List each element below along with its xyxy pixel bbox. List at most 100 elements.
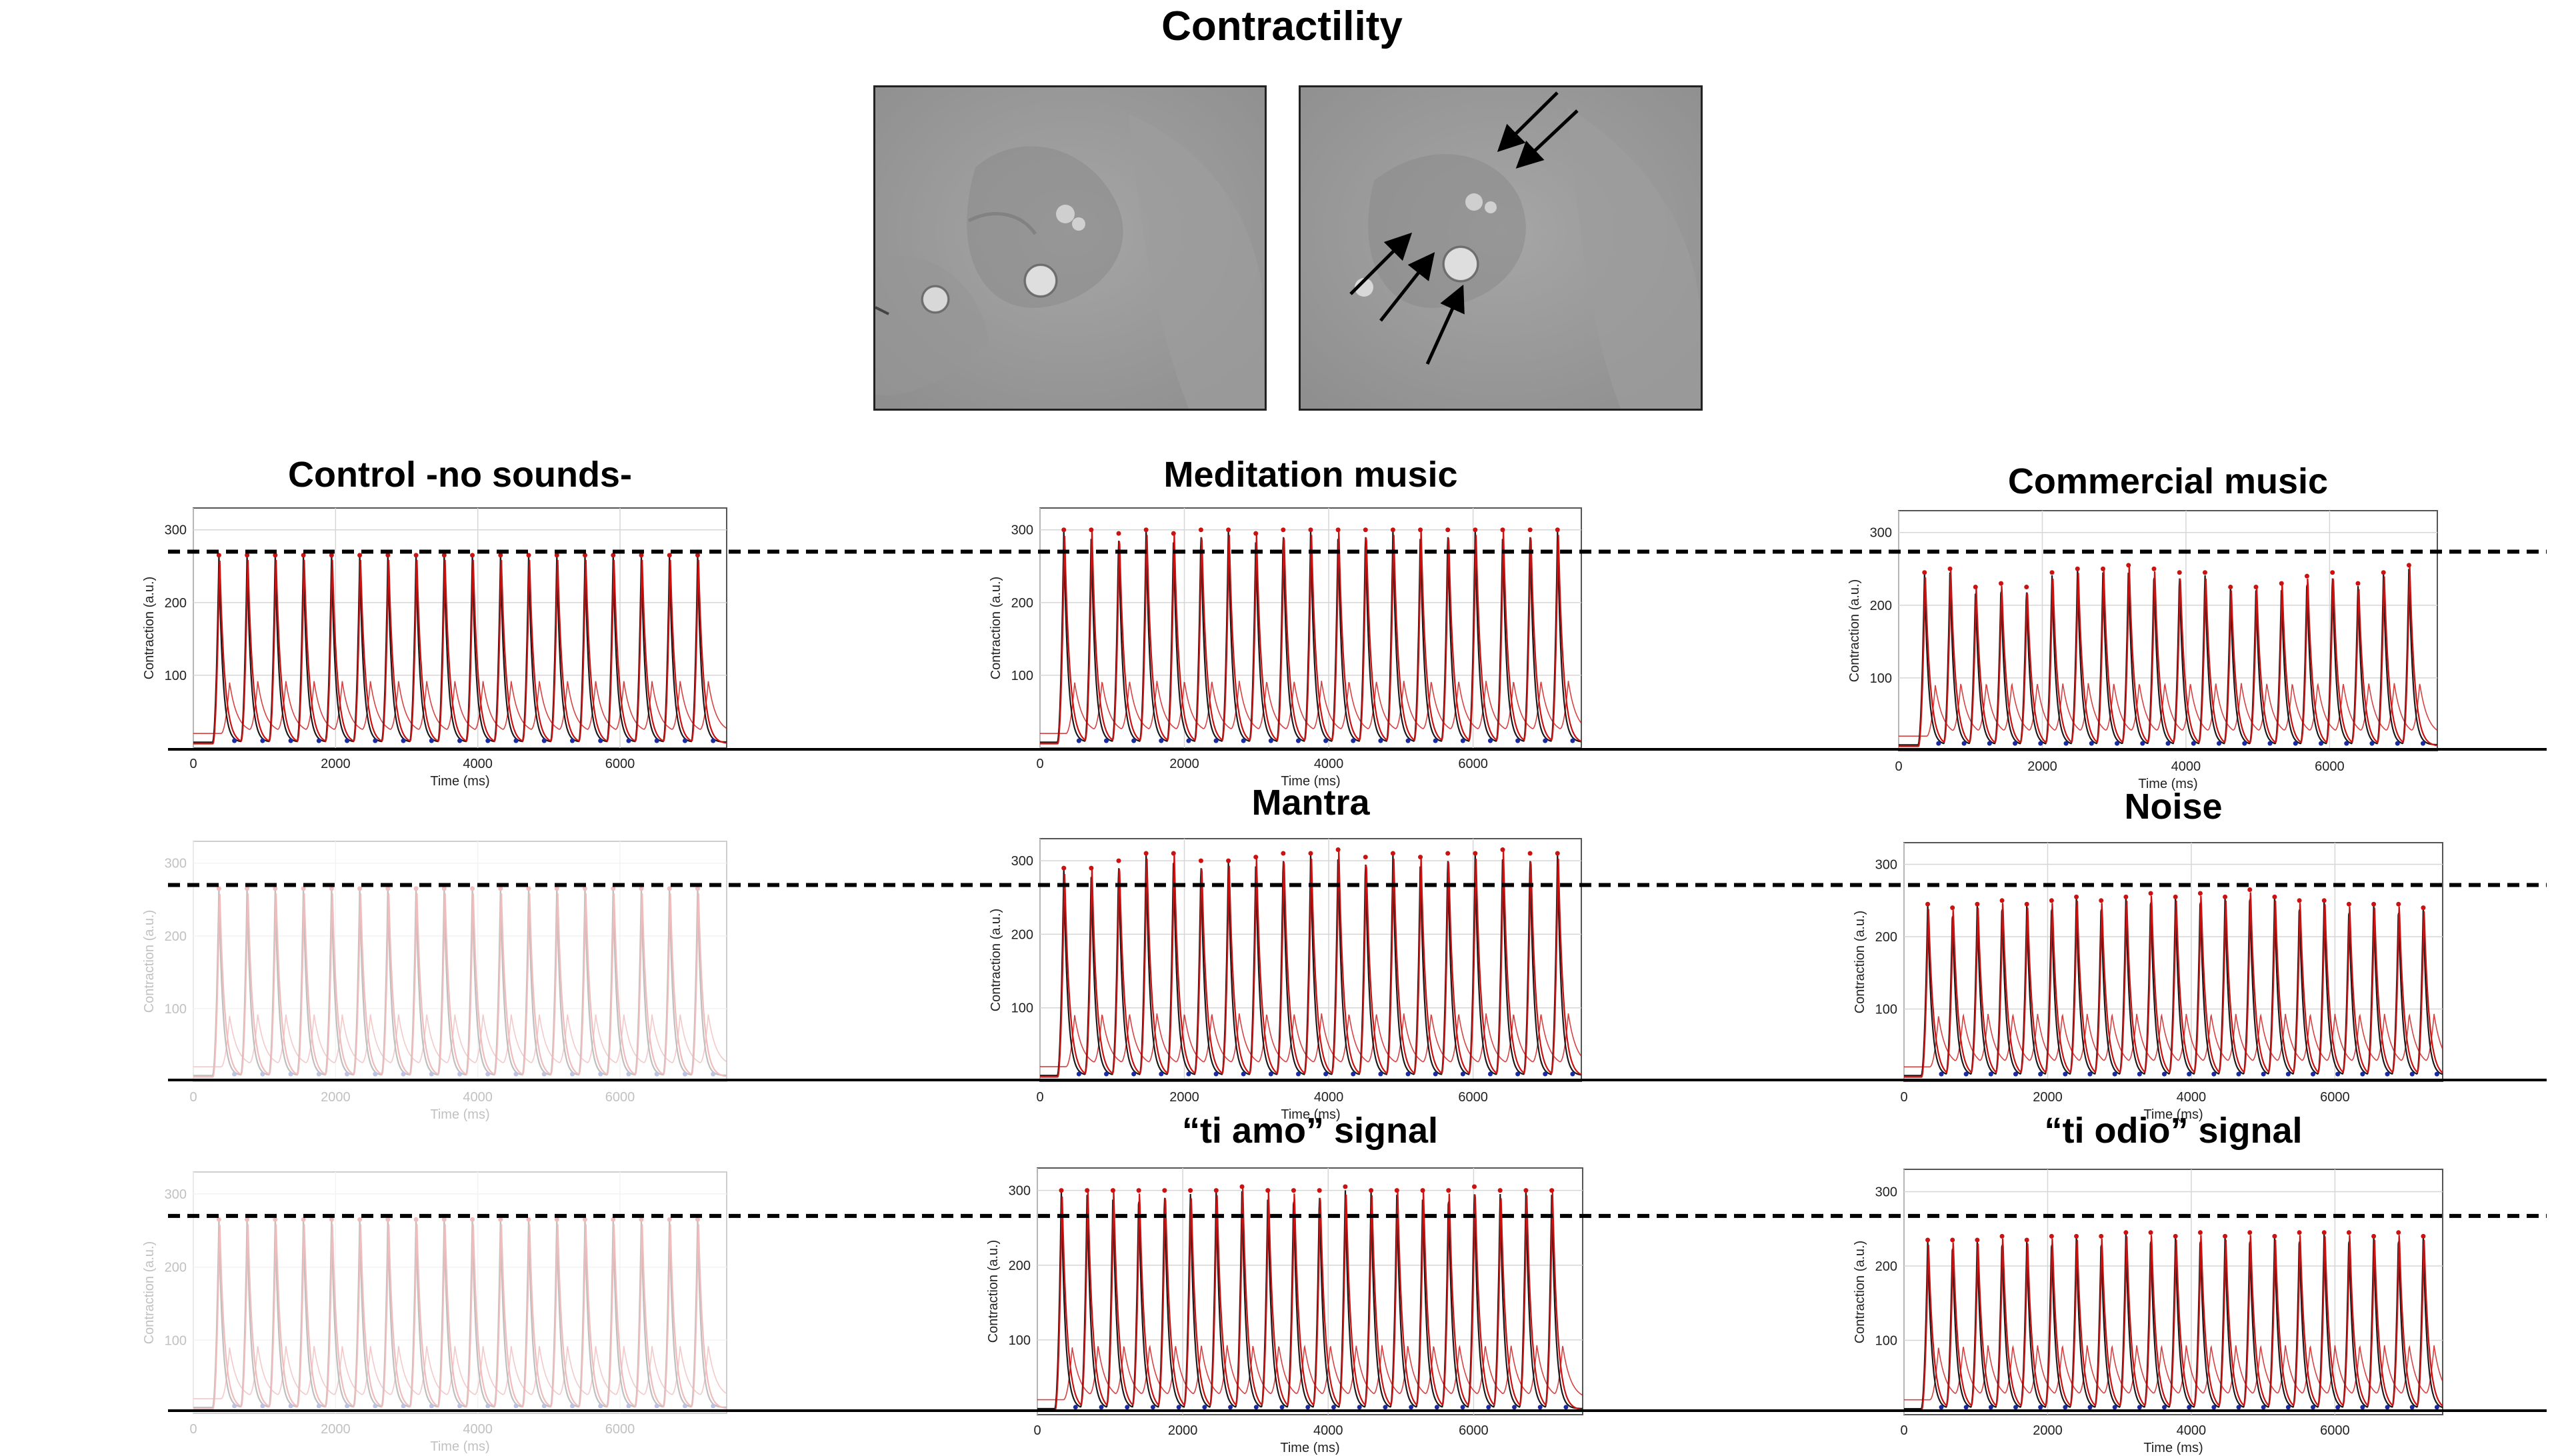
peak-point	[1500, 847, 1505, 853]
x-tick-label: 4000	[1314, 1090, 1344, 1105]
minimum-point	[232, 738, 237, 743]
peak-point	[639, 886, 644, 891]
peak-point	[1253, 531, 1259, 536]
minimum-point	[1213, 1071, 1219, 1077]
x-tick-label: 6000	[605, 757, 635, 771]
peak-point	[1253, 855, 1259, 860]
y-axis-label: Contraction (a.u.)	[989, 909, 1003, 1012]
minimum-point	[1351, 738, 1356, 743]
minimum-point	[541, 738, 547, 743]
peak-point	[1171, 851, 1176, 856]
minimum-point	[2137, 1071, 2142, 1077]
x-axis-label: Time (ms)	[2143, 1441, 2203, 1455]
minimum-point	[654, 738, 659, 743]
minimum-point	[2162, 1405, 2167, 1410]
x-tick-label: 0	[189, 757, 197, 771]
peak-point	[1555, 527, 1560, 533]
minimum-point	[1487, 1071, 1493, 1077]
minimum-point	[1099, 1405, 1104, 1410]
minimum-point	[570, 1403, 575, 1409]
peak-point	[2297, 898, 2302, 903]
peak-point	[1390, 527, 1395, 533]
minimum-point	[1433, 1071, 1438, 1077]
y-tick-label: 300	[165, 1187, 187, 1202]
chart-panel-1: 100 200 300 0 2000 4000 6000 Time (ms) Contracti…	[142, 507, 727, 789]
peak-point	[2049, 570, 2055, 575]
minimum-point	[2211, 1405, 2217, 1410]
peak-point	[2024, 585, 2029, 590]
minimum-point	[682, 738, 687, 743]
y-tick-label: 100	[1011, 669, 1033, 683]
peak-point	[2197, 1230, 2203, 1235]
minimum-point	[2261, 1071, 2266, 1077]
minimum-point	[2236, 1071, 2241, 1077]
x-tick-label: 4000	[463, 1090, 493, 1105]
minimum-point	[682, 1071, 687, 1077]
minimum-point	[2162, 1071, 2167, 1077]
peak-point	[667, 886, 672, 891]
peak-point	[695, 1217, 700, 1222]
peak-point	[2223, 894, 2228, 899]
minimum-point	[1159, 738, 1164, 743]
x-tick-label: 2000	[2027, 759, 2057, 774]
peak-point	[1085, 1188, 1090, 1193]
peak-point	[301, 1217, 306, 1222]
minimum-point	[429, 1071, 434, 1077]
peak-point	[2406, 563, 2411, 568]
chart-title: “ti amo” signal	[1182, 1111, 1438, 1151]
x-tick-label: 0	[189, 1422, 197, 1437]
fitted-contraction-series	[193, 559, 727, 745]
peak-point	[1198, 527, 1203, 533]
x-tick-label: 0	[1900, 1423, 1907, 1438]
minimum-point	[1543, 738, 1548, 743]
raw-contraction-series	[1037, 1190, 1583, 1410]
minimum-point	[1103, 1071, 1109, 1077]
x-axis-label: Time (ms)	[1280, 1441, 1339, 1455]
peak-point	[526, 1217, 531, 1222]
x-tick-label: 4000	[1313, 1423, 1343, 1438]
x-tick-label: 4000	[2177, 1090, 2207, 1105]
minimum-point	[2013, 1071, 2018, 1077]
minimum-point	[1125, 1405, 1130, 1410]
minimum-point	[1434, 1405, 1439, 1410]
peak-point	[413, 1217, 419, 1222]
arrow-5	[1425, 284, 1465, 365]
peak-point	[1446, 1188, 1451, 1193]
secondary-fit-series	[1899, 682, 2438, 737]
y-axis-label: Contraction (a.u.)	[142, 910, 157, 1013]
peak-point	[413, 886, 419, 891]
x-tick-label: 4000	[2171, 759, 2201, 774]
minimum-point	[232, 1071, 237, 1077]
x-tick-label: 6000	[1458, 1090, 1488, 1105]
peak-point	[695, 553, 700, 558]
peak-point	[1089, 865, 1094, 871]
arrow-2	[1515, 109, 1579, 169]
minimum-point	[2187, 1405, 2192, 1410]
cell-image-after	[1299, 85, 1703, 411]
peak-point	[2148, 1230, 2153, 1235]
peak-point	[2396, 1230, 2401, 1235]
chart-title: Meditation music	[1163, 455, 1457, 495]
peak-point	[1975, 1237, 1980, 1243]
minimum-point	[2112, 1071, 2117, 1077]
peak-point	[470, 553, 475, 558]
minimum-point	[1228, 1405, 1233, 1410]
minimum-point	[345, 738, 350, 743]
x-tick-label: 2000	[321, 1090, 351, 1105]
y-axis-label: Contraction (a.u.)	[1847, 579, 1862, 683]
x-tick-label: 4000	[2177, 1423, 2207, 1438]
secondary-fit-series	[1904, 1345, 2443, 1401]
minimum-point	[2385, 1405, 2390, 1410]
x-tick-label: 6000	[1458, 757, 1488, 771]
minimum-point	[1268, 1071, 1273, 1077]
x-tick-label: 0	[1895, 759, 1902, 774]
figure-title: Contractility	[1161, 3, 1403, 49]
chart-title: Control -no sounds-	[288, 455, 632, 495]
minimum-point	[401, 738, 406, 743]
peak-point	[1445, 527, 1451, 533]
peak-point	[1394, 1188, 1399, 1193]
minimum-point	[711, 1403, 716, 1409]
peak-point	[470, 1217, 475, 1222]
minimum-point	[2360, 1071, 2365, 1077]
raw-contraction-series	[193, 1219, 727, 1409]
